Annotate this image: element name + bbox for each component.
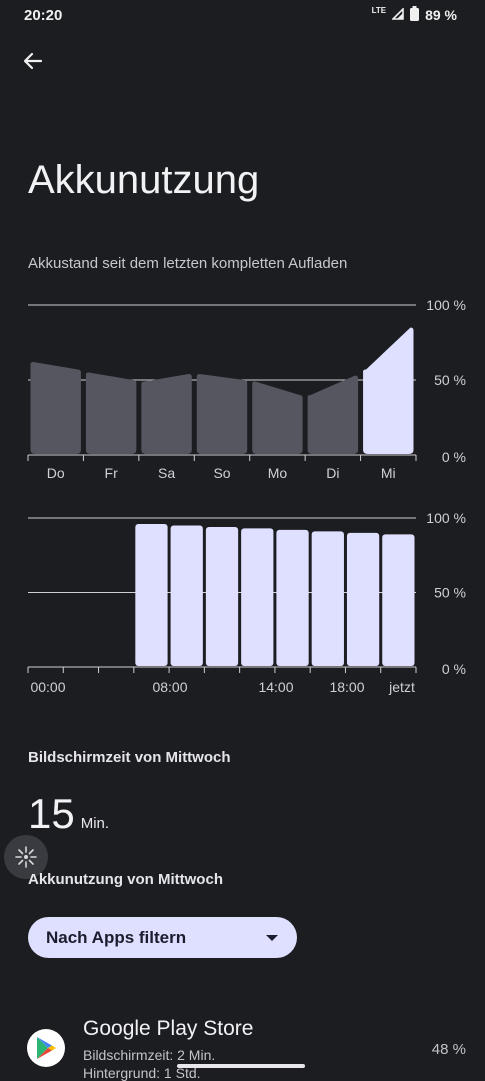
y-tick-label: 100 % <box>426 510 466 526</box>
x-tick-label: Di <box>326 465 339 481</box>
x-tick-label: 18:00 <box>329 679 364 695</box>
x-tick-label: Mi <box>381 465 396 481</box>
dropdown-arrow-icon <box>266 934 278 941</box>
screen-time-unit: Min. <box>80 815 110 832</box>
battery-day-bar <box>307 375 359 454</box>
battery-hour-bar <box>346 532 380 666</box>
x-tick-label: Sa <box>158 465 175 481</box>
daily-battery-chart[interactable]: Do Fr Sa So Mo Di Mi 100 % 50 % 0 % <box>0 290 485 490</box>
y-tick-label: 50 % <box>434 372 466 388</box>
signal-icon <box>391 7 404 23</box>
battery-hour-bar <box>205 526 239 666</box>
app-name: Google Play Store <box>83 1017 254 1040</box>
network-type: LTE <box>371 5 387 15</box>
x-tick-label: Do <box>47 465 65 481</box>
y-tick-label: 100 % <box>426 297 466 313</box>
status-time: 20:20 <box>24 7 63 24</box>
page-subtitle: Akkustand seit dem letzten kompletten Au… <box>28 255 348 272</box>
battery-icon <box>410 6 420 24</box>
x-tick-label: 14:00 <box>258 679 293 695</box>
usage-label: Akkunutzung von Mittwoch <box>28 871 223 888</box>
sparkle-icon <box>15 846 37 868</box>
x-tick-label: Mo <box>268 465 288 481</box>
x-tick-label: jetzt <box>388 679 415 695</box>
screen-time-label: Bildschirmzeit von Mittwoch <box>28 749 231 766</box>
hourly-battery-chart[interactable]: 00:00 08:00 14:00 18:00 jetzt 100 % 50 % 0 % <box>0 505 485 700</box>
status-bar: 20:20 LTE 89 % <box>0 0 485 32</box>
battery-day-bar <box>85 372 137 454</box>
app-usage-percent: 48 % <box>431 1041 466 1058</box>
battery-hour-bar <box>382 534 415 666</box>
battery-percent: 89 % <box>425 7 457 23</box>
battery-day-bar <box>196 374 248 454</box>
x-tick-label: 08:00 <box>152 679 187 695</box>
floating-action-button[interactable] <box>0 832 50 882</box>
app-row-google-play-store[interactable]: Google Play Store Bildschirmzeit: 2 Min.… <box>0 1010 485 1081</box>
battery-day-bar <box>363 327 414 454</box>
filter-label: Nach Apps filtern <box>46 927 187 947</box>
battery-day-bar <box>30 362 81 454</box>
battery-day-bar <box>252 381 303 454</box>
x-tick-label: Fr <box>105 465 119 481</box>
battery-hour-bar <box>135 523 168 666</box>
x-tick-label: So <box>213 465 230 481</box>
page-title: Akkunutzung <box>28 158 260 202</box>
battery-hour-bar <box>241 528 274 666</box>
screen-time-number: 15 <box>28 790 75 837</box>
y-tick-label: 0 % <box>442 449 466 465</box>
y-tick-label: 0 % <box>442 661 466 677</box>
app-screen-time: Bildschirmzeit: 2 Min. <box>83 1047 216 1063</box>
filter-apps-dropdown[interactable]: Nach Apps filtern <box>28 917 297 958</box>
navigation-handle[interactable] <box>177 1064 305 1068</box>
battery-hour-bar <box>276 529 309 666</box>
screen-time-value: 15 Min. <box>28 790 109 838</box>
x-tick-label: 00:00 <box>30 679 65 695</box>
app-background-time: Hintergrund: 1 Std. <box>83 1065 201 1081</box>
google-play-store-icon <box>27 1029 65 1067</box>
y-tick-label: 50 % <box>434 585 466 601</box>
battery-day-bar <box>141 374 192 454</box>
battery-hour-bar <box>170 525 203 666</box>
battery-hour-bar <box>311 531 344 666</box>
arrow-back-icon <box>23 52 43 70</box>
back-button[interactable] <box>18 46 48 76</box>
status-icons: LTE 89 % <box>372 6 457 24</box>
